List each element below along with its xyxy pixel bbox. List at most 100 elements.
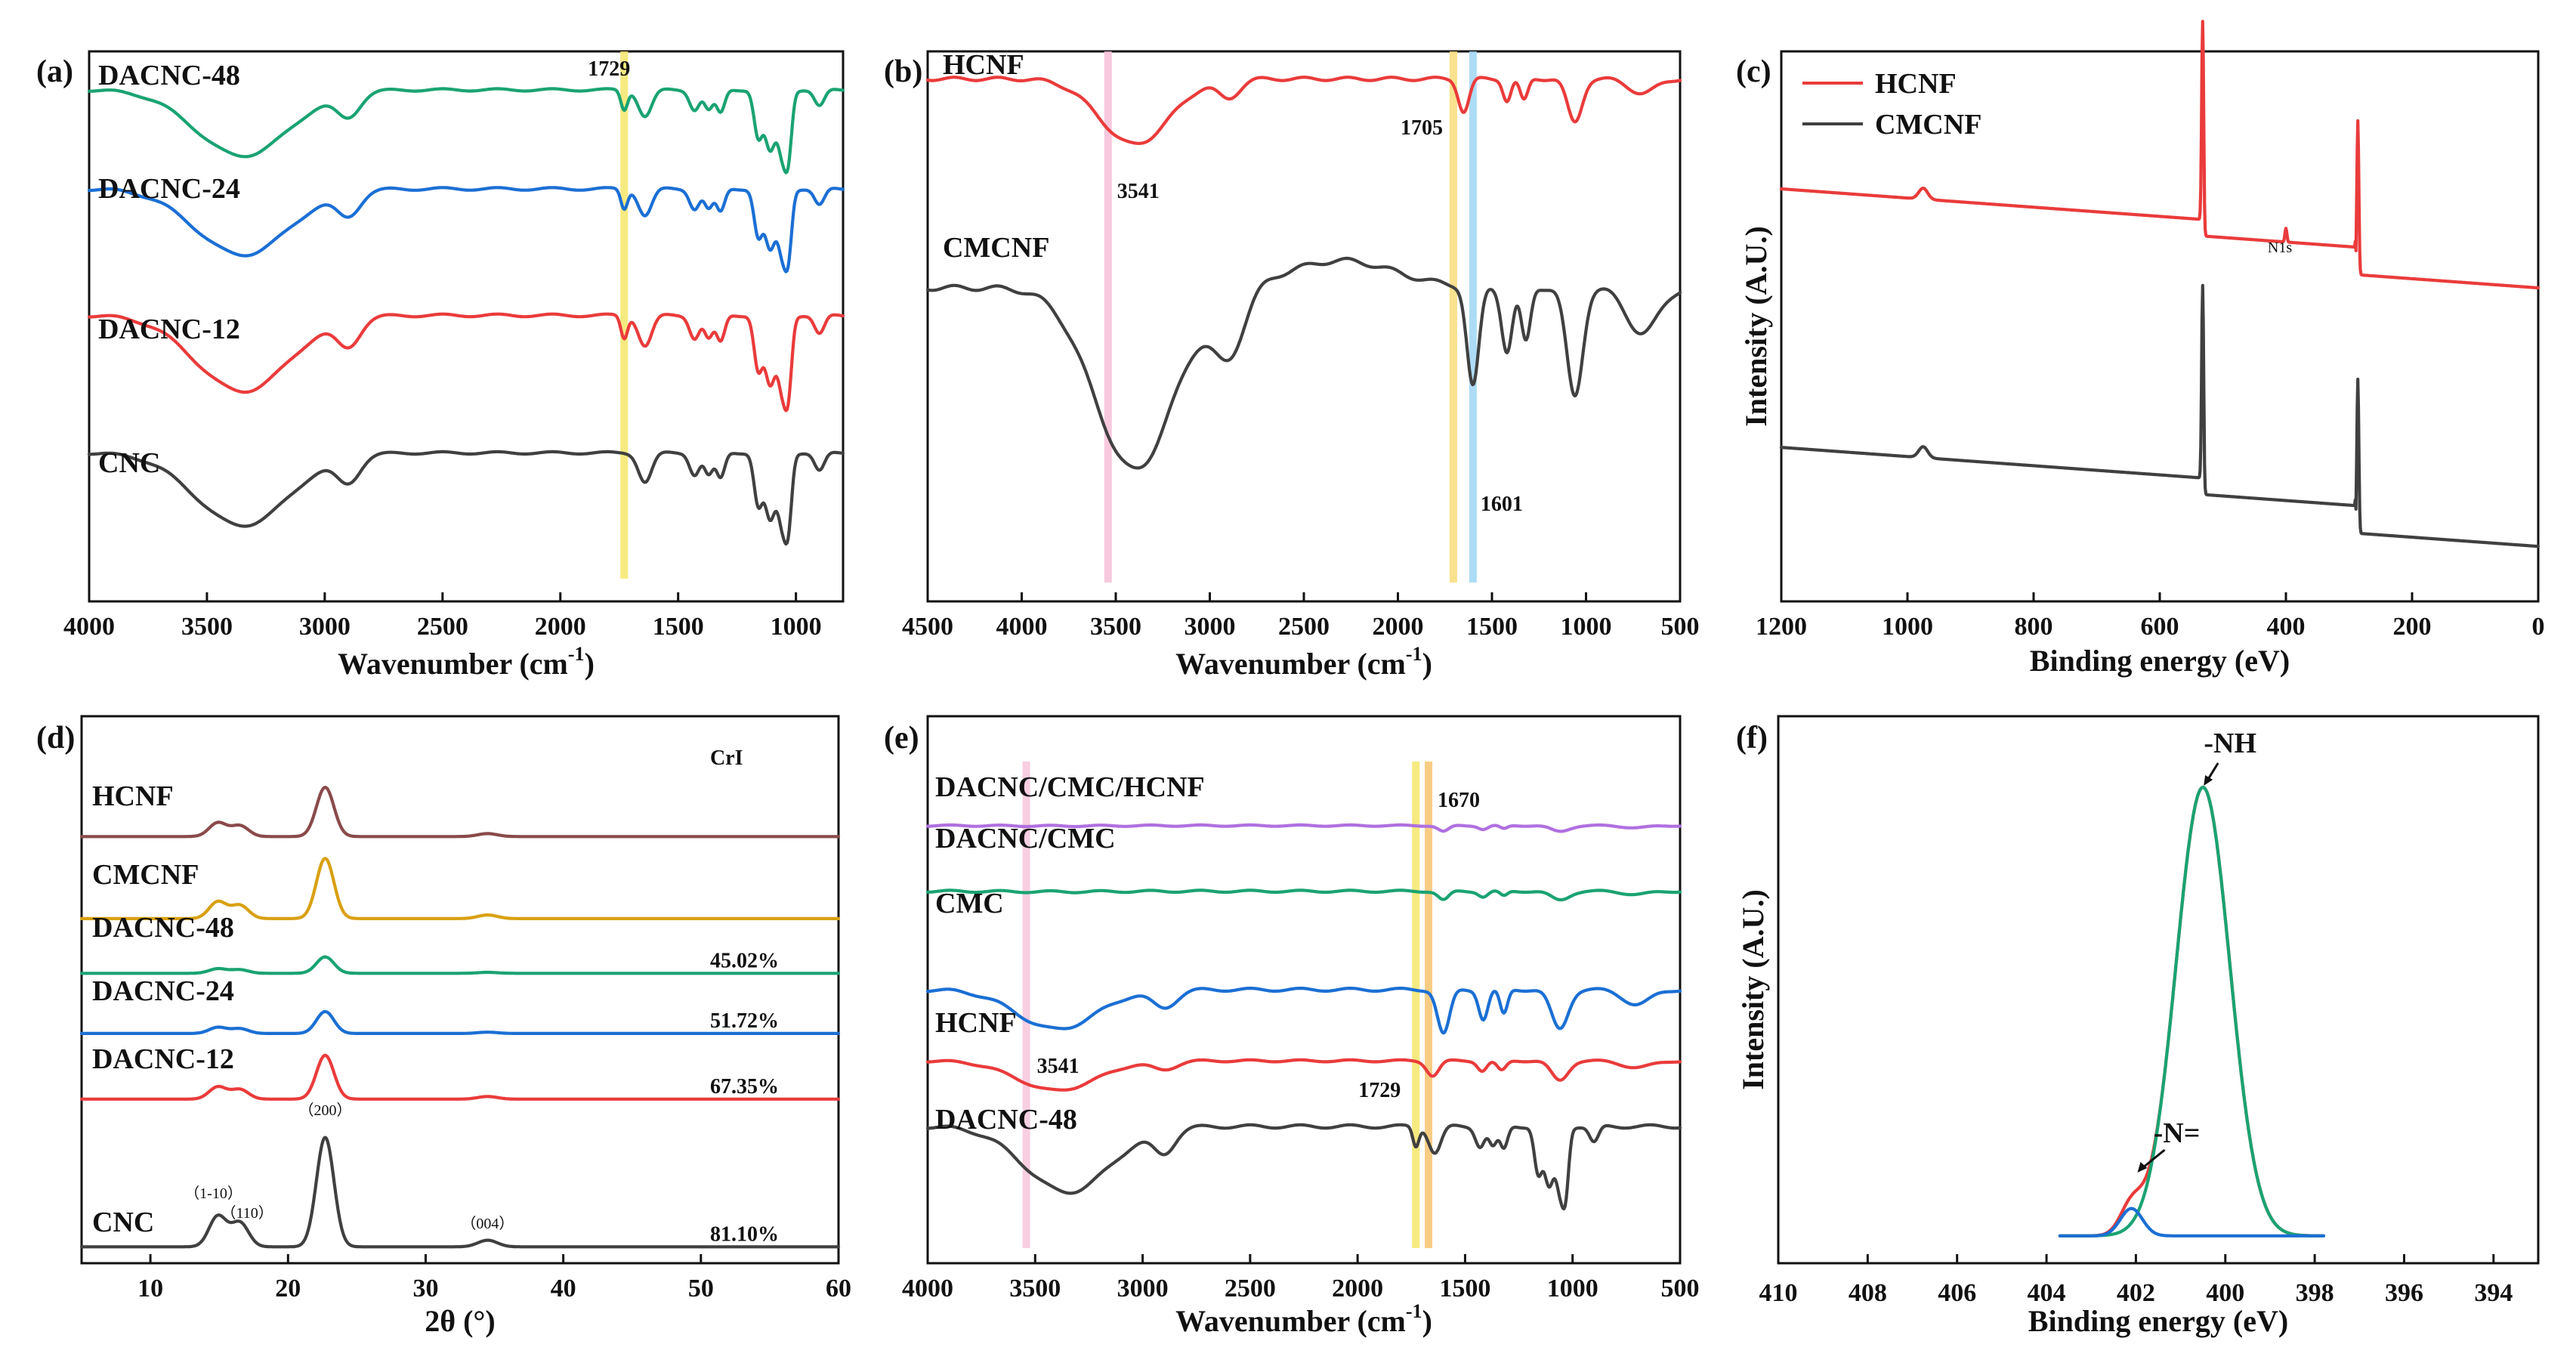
panel-d-annotations: CrI （200） （1-10） （110） （004） — [184, 746, 743, 1232]
series-label-cnc: CNC — [98, 447, 160, 479]
panel-b-frame — [926, 50, 1682, 603]
annotation-1601: 1601 — [1481, 493, 1523, 516]
x-tick-label: 1200 — [1756, 613, 1807, 641]
series-label-hcnf: HCNF — [943, 49, 1024, 81]
x-tick-label: 1000 — [1561, 613, 1612, 641]
legend-label-hcnf: HCNF — [1875, 68, 1957, 100]
x-tick-label: 396 — [2385, 1279, 2423, 1307]
x-tick-label: 500 — [1661, 1275, 1700, 1302]
series-label-hcnf: HCNF — [935, 1007, 1017, 1039]
trace-dacnc-48 — [79, 955, 841, 975]
x-tick-label: 3500 — [181, 613, 233, 641]
trace-dacnc-24 — [87, 186, 845, 273]
arrowhead-n — [2137, 1162, 2148, 1173]
x-tick-label: 800 — [2015, 613, 2053, 641]
x-tick-label: 404 — [2028, 1279, 2066, 1307]
panel-f-annotations: -NH -N= — [2137, 728, 2256, 1173]
annotation-1729: 1729 — [1358, 1079, 1401, 1102]
peak-label-004: （004） — [461, 1215, 514, 1232]
crl-value-dacnc-48: 45.02% — [710, 949, 779, 972]
panel-c-legend: HCNF CMCNF — [1802, 68, 1981, 141]
x-tick-label: 600 — [2141, 613, 2179, 641]
x-tick-label: 3500 — [1090, 613, 1141, 641]
trace-dacnc-48 — [87, 87, 845, 175]
x-tick-label: 402 — [2117, 1279, 2155, 1307]
x-tick-label: 1500 — [1439, 1275, 1490, 1302]
trace-dacnc-cmc-hcnf — [925, 823, 1682, 833]
series-label-dacnc-48: DACNC-48 — [98, 60, 240, 91]
trace-hcnf — [79, 786, 841, 839]
x-tick-label: 500 — [1661, 613, 1700, 641]
panel-f-traces — [2058, 786, 2326, 1238]
panel-d-frame — [80, 715, 840, 1265]
x-tick-label: 2500 — [417, 613, 468, 641]
x-tick-label: 1000 — [771, 613, 822, 641]
series-label-dacnc-cmc-hcnf: DACNC/CMC/HCNF — [935, 771, 1205, 803]
panel-b-x-axis-title: Wavenumber (cm-1) — [1175, 643, 1432, 681]
panel-f-x-axis-title: Binding energy (eV) — [2028, 1304, 2288, 1338]
panel-f-letter: (f) — [1736, 721, 1768, 756]
crl-value-cnc: 81.10% — [710, 1222, 779, 1246]
trace-n — [2058, 1207, 2326, 1238]
panel-e-bands — [1022, 762, 1433, 1248]
series-label-dacnc-24: DACNC-24 — [98, 173, 240, 205]
series-label-dacnc-12: DACNC-12 — [92, 1043, 234, 1075]
band-1601 — [1469, 51, 1477, 582]
panel-d-letter: (d) — [36, 721, 75, 756]
series-label-cmc: CMC — [935, 888, 1004, 919]
series-label-dacnc-48: DACNC-48 — [935, 1104, 1077, 1136]
panel-a-frame — [88, 50, 845, 603]
x-tick-label: 20 — [275, 1275, 301, 1302]
series-label-dacnc-24: DACNC-24 — [92, 975, 234, 1007]
panel-f-ticks: 410 408 406 404 402 400 398 396 394 — [1759, 1254, 2513, 1307]
trace-dacnc-12 — [87, 312, 845, 413]
crl-value-dacnc-24: 51.72% — [710, 1009, 779, 1033]
panel-c-traces — [1779, 20, 2540, 548]
x-tick-label: 1500 — [653, 613, 704, 641]
trace-cmc — [925, 986, 1682, 1035]
panel-b: (b) 4500 4000 3500 3000 2500 2000 1500 1000 500 … — [884, 49, 1700, 681]
band-1705 — [1449, 51, 1457, 582]
series-label-hcnf: HCNF — [92, 780, 174, 812]
annotation-1729: 1729 — [588, 57, 630, 81]
x-tick-label: 394 — [2474, 1279, 2513, 1307]
panel-b-series-labels: HCNF CMCNF — [943, 49, 1049, 264]
panel-a-ticks: 4000 3500 3000 2500 2000 1500 1000 — [63, 592, 822, 641]
series-label-cmcnf: CMCNF — [92, 859, 199, 891]
band-3541 — [1104, 51, 1112, 582]
x-tick-label: 406 — [1938, 1279, 1976, 1307]
x-tick-label: 410 — [1759, 1279, 1798, 1307]
x-tick-label: 2000 — [1373, 613, 1424, 641]
x-tick-label: 3000 — [299, 613, 351, 641]
x-tick-label: 4000 — [902, 1275, 953, 1302]
panel-d-ticks: 10 20 30 40 50 60 — [137, 1254, 851, 1302]
trace-nh — [2058, 786, 2326, 1238]
annotation-3541: 3541 — [1037, 1055, 1080, 1078]
trace-dacnc-24 — [79, 1009, 841, 1035]
panel-a-annotations: 1729 — [588, 57, 630, 81]
panel-e-x-axis-title: Wavenumber (cm-1) — [1175, 1300, 1432, 1338]
band-1729 — [620, 51, 629, 579]
x-tick-label: 2500 — [1225, 1275, 1276, 1302]
panel-c-x-axis-title: Binding energy (eV) — [2030, 644, 2290, 678]
x-tick-label: 408 — [1849, 1279, 1887, 1307]
trace-cnc — [87, 450, 845, 546]
trace-dacnc-cmc — [925, 888, 1682, 902]
panel-e-letter: (e) — [884, 721, 919, 756]
panel-a-traces — [87, 87, 845, 546]
series-label-dacnc-12: DACNC-12 — [98, 314, 240, 345]
trace-dacnc-48 — [925, 1123, 1682, 1211]
trace-envelope — [2058, 786, 2326, 1238]
annotation-1670: 1670 — [1438, 789, 1480, 812]
x-tick-label: 2000 — [535, 613, 586, 641]
x-tick-label: 200 — [2393, 613, 2432, 641]
panel-a: (a) 4000 3500 3000 2500 2000 1500 1000 DACNC-4… — [36, 50, 845, 681]
x-tick-label: 1000 — [1547, 1275, 1598, 1302]
x-tick-label: 1500 — [1466, 613, 1518, 641]
panel-e-ticks: 4000 3500 3000 2500 2000 1500 1000 500 — [902, 1254, 1700, 1302]
panel-d: (d) 10 20 30 40 50 60 HCNF CMCNF DACNC-48 45.02%… — [36, 715, 851, 1338]
annotation-1705: 1705 — [1401, 116, 1443, 140]
arrowhead-nh — [2204, 775, 2213, 786]
x-tick-label: 50 — [688, 1275, 714, 1302]
